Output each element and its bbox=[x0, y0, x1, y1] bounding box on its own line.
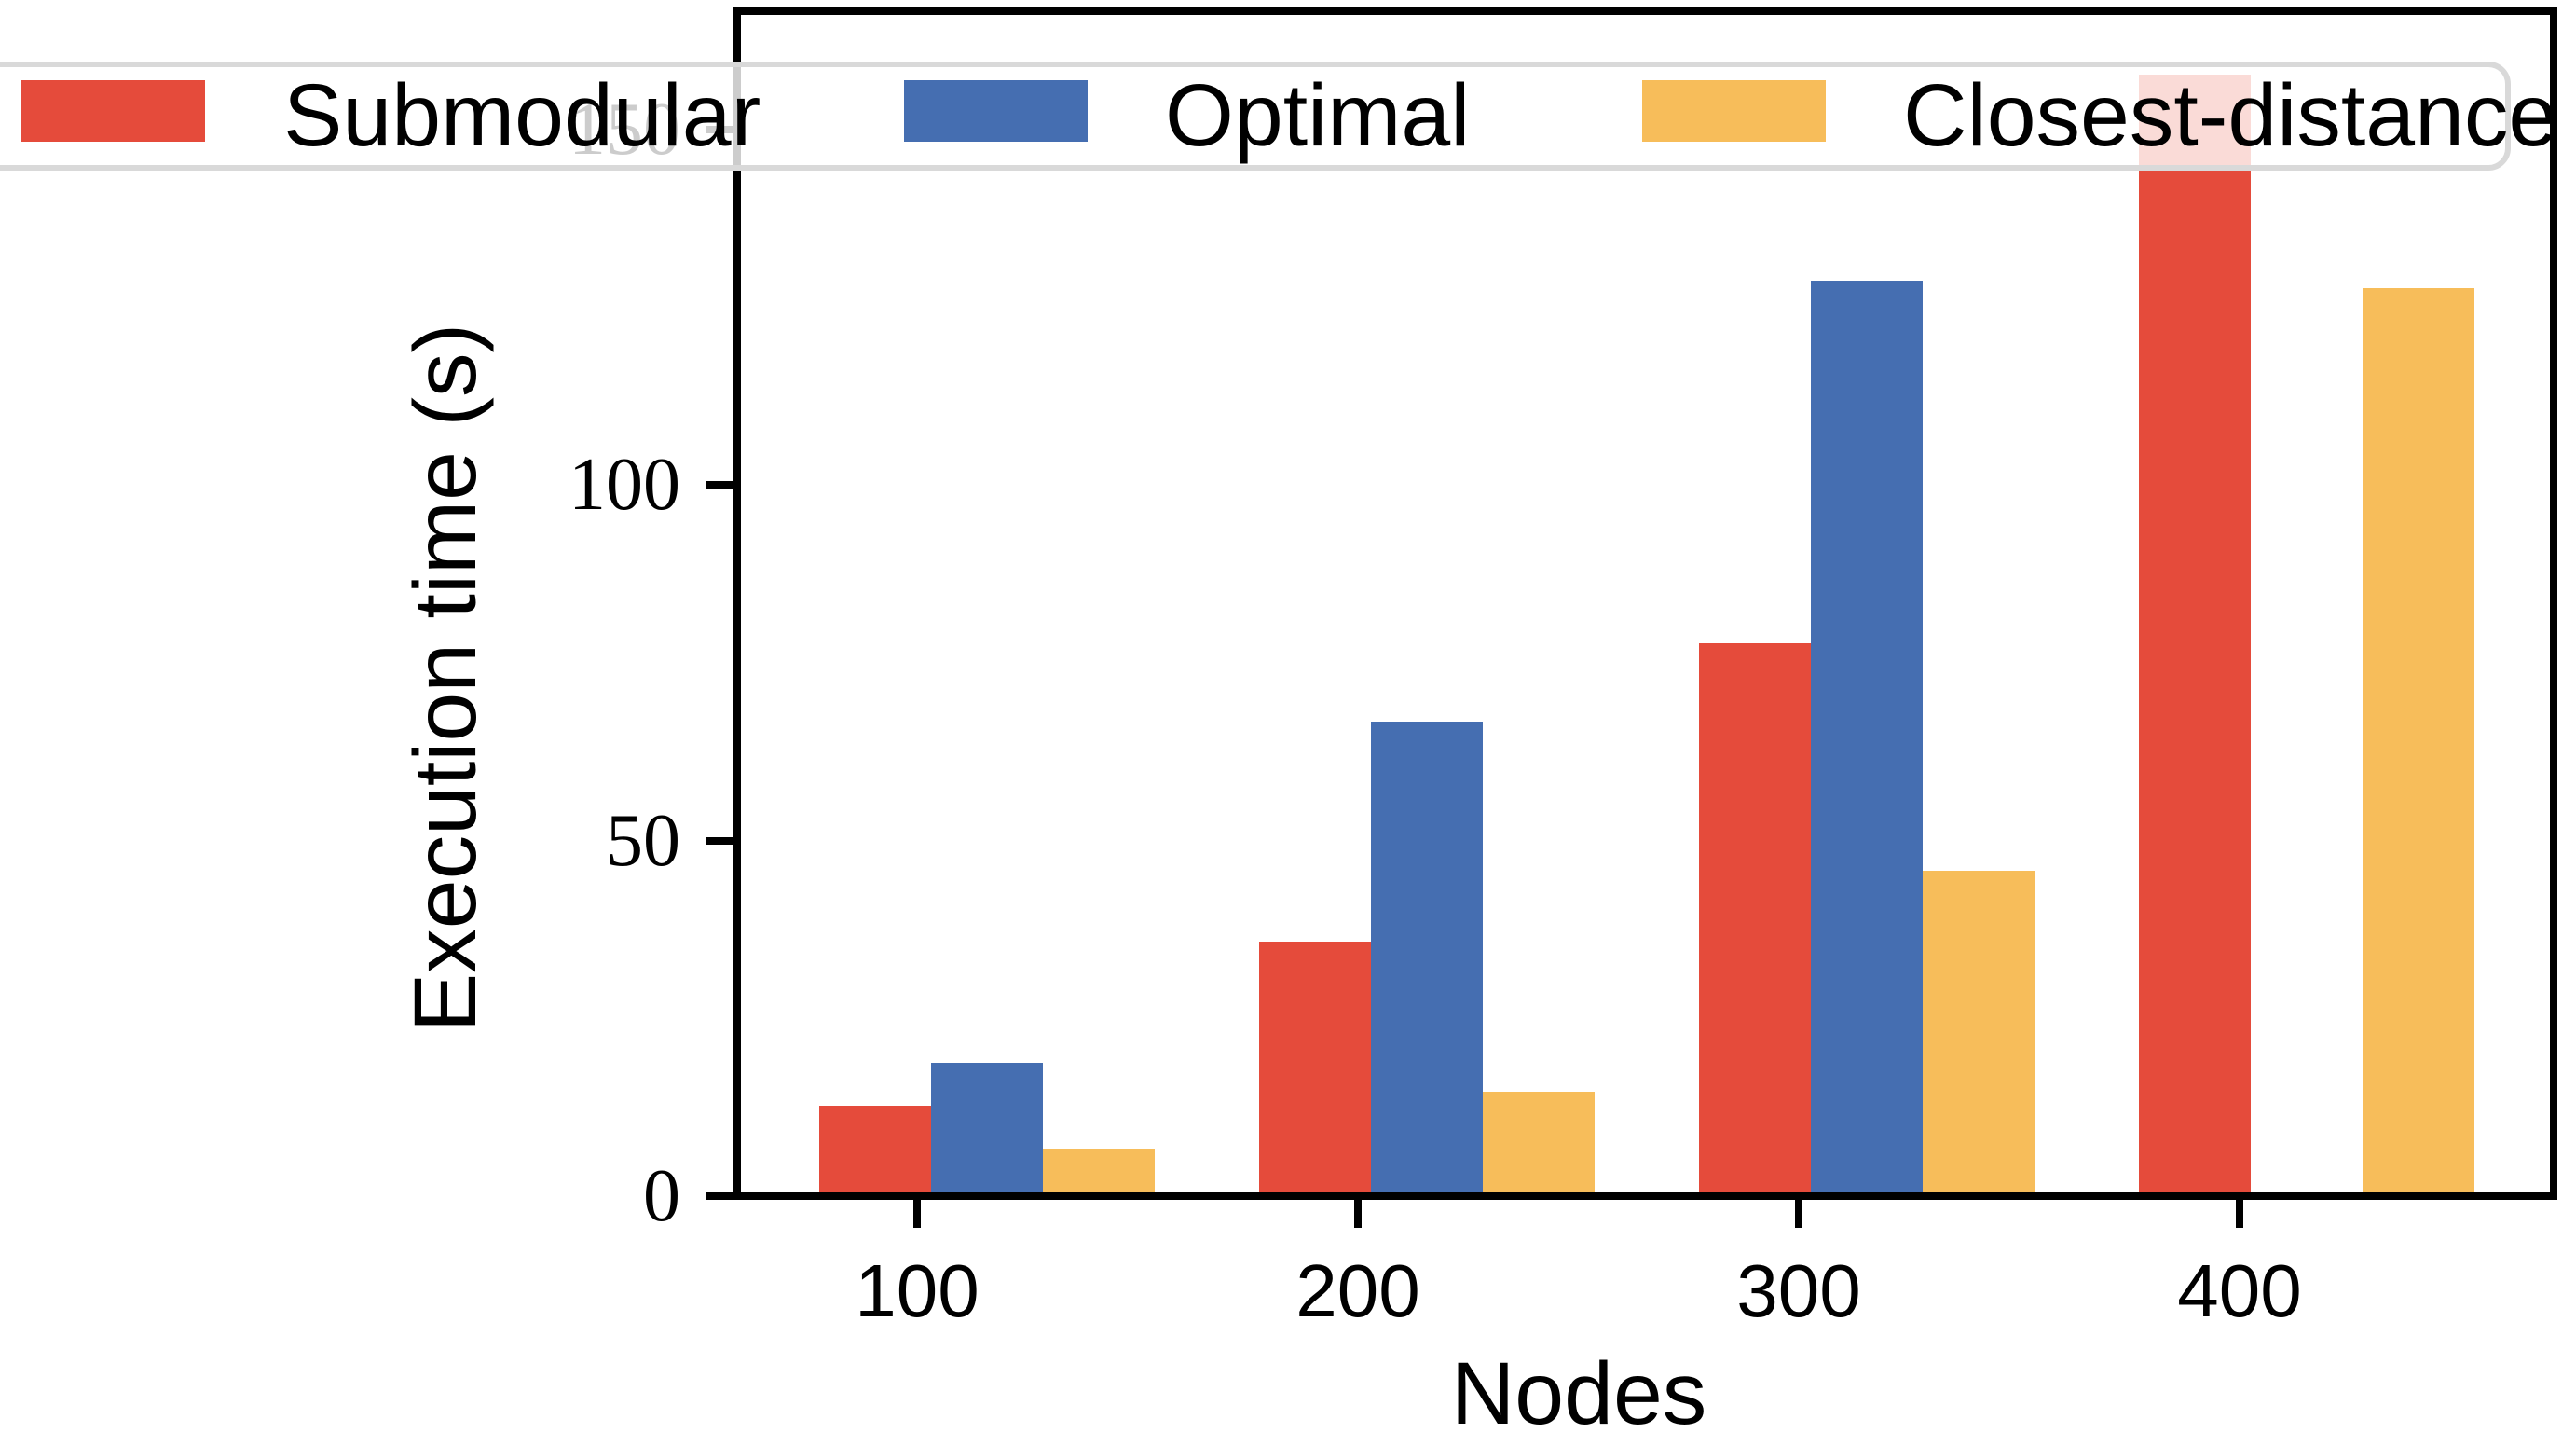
legend-label-submodular: Submodular bbox=[283, 66, 761, 165]
bar-submodular-400 bbox=[2139, 75, 2251, 1198]
x-tick-label-100: 100 bbox=[855, 1249, 980, 1332]
legend: Submodular Optimal Closest-distance bbox=[0, 62, 2557, 171]
legend-swatch-closest-distance bbox=[1642, 80, 1826, 142]
x-tick-label-400: 400 bbox=[2177, 1249, 2302, 1332]
bar-optimal-300 bbox=[1811, 281, 1923, 1198]
bar-submodular-300 bbox=[1699, 643, 1811, 1198]
bar-optimal-100 bbox=[931, 1063, 1043, 1198]
x-tick-label-300: 300 bbox=[1736, 1249, 1861, 1332]
x-tick-400 bbox=[2236, 1200, 2243, 1228]
y-tick-100 bbox=[706, 481, 733, 489]
bar-closest-distance-400 bbox=[2363, 288, 2474, 1198]
y-tick-0 bbox=[706, 1192, 733, 1200]
bar-submodular-100 bbox=[819, 1106, 931, 1198]
x-axis-label: Nodes bbox=[1450, 1344, 1707, 1443]
legend-swatch-submodular bbox=[21, 80, 205, 142]
x-tick-300 bbox=[1795, 1200, 1802, 1228]
plot-area-border bbox=[733, 7, 2557, 1200]
y-axis-label: Execution time (s) bbox=[396, 323, 495, 1033]
y-tick-50 bbox=[706, 837, 733, 845]
bar-closest-distance-200 bbox=[1483, 1092, 1595, 1198]
bar-submodular-200 bbox=[1259, 942, 1371, 1198]
x-tick-200 bbox=[1354, 1200, 1362, 1228]
legend-swatch-optimal bbox=[904, 80, 1088, 142]
bar-closest-distance-100 bbox=[1043, 1149, 1155, 1198]
y-tick-label-0: 0 bbox=[643, 1155, 680, 1237]
bar-optimal-200 bbox=[1371, 722, 1483, 1198]
y-tick-label-100: 100 bbox=[569, 444, 680, 526]
legend-label-optimal: Optimal bbox=[1165, 66, 1471, 165]
legend-label-closest-distance: Closest-distance bbox=[1903, 66, 2558, 165]
bar-closest-distance-300 bbox=[1923, 871, 2035, 1198]
x-tick-label-200: 200 bbox=[1295, 1249, 1420, 1332]
y-tick-label-50: 50 bbox=[606, 800, 680, 882]
x-tick-100 bbox=[913, 1200, 921, 1228]
